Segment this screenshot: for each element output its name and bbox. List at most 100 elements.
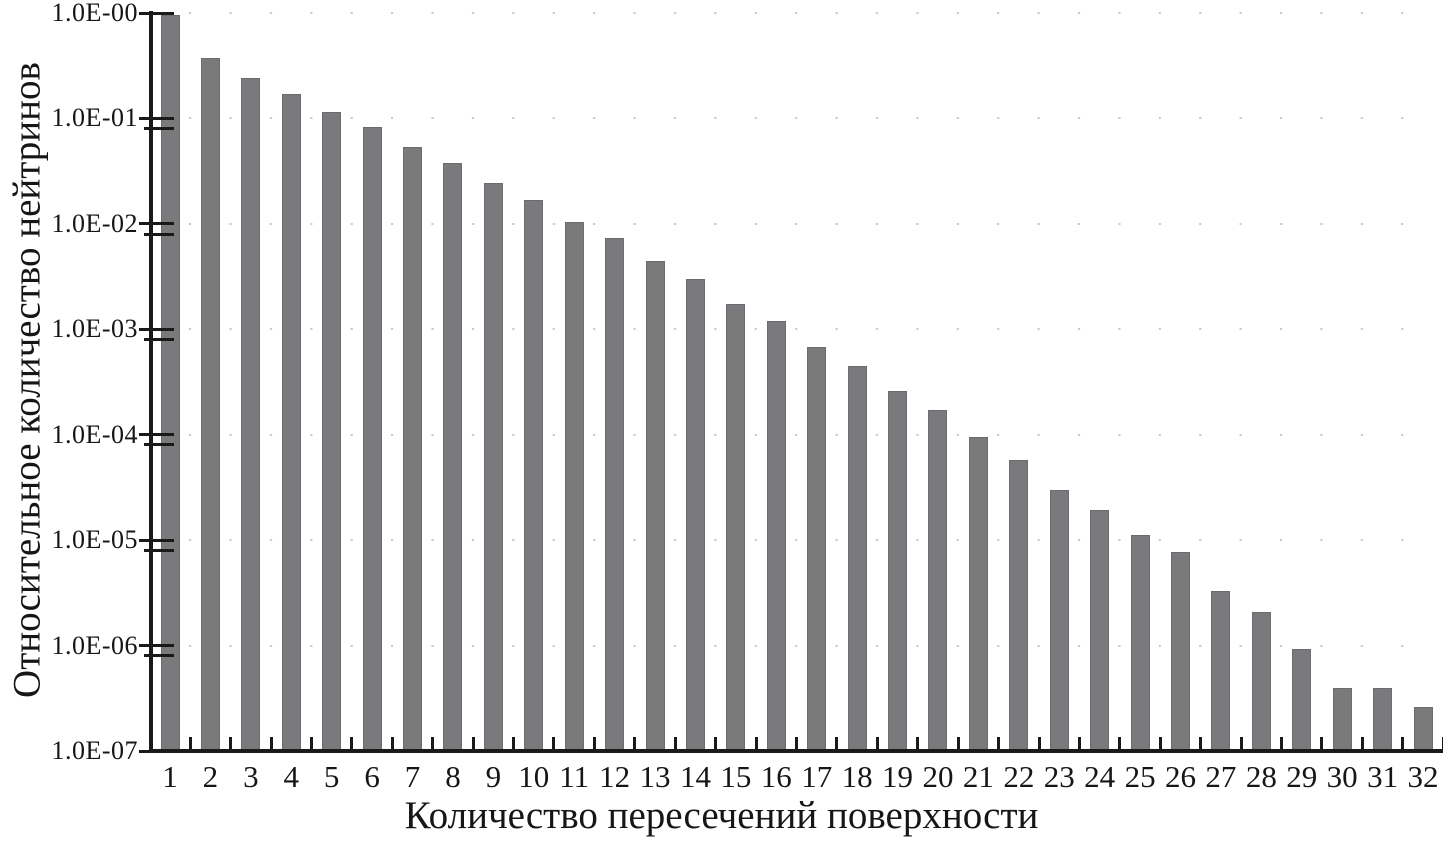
x-axis-tick: [1199, 737, 1203, 750]
bar: [1211, 590, 1231, 750]
y-axis-title: Относительное количество нейтринов: [5, 62, 49, 698]
bar: [1171, 551, 1190, 750]
y-axis-major-tick: [139, 433, 174, 437]
x-axis-tick: [229, 737, 233, 750]
x-axis-tick: [714, 737, 718, 750]
x-axis-tick-label: 17: [801, 759, 833, 794]
x-axis-tick: [795, 737, 798, 750]
y-axis-tick-label: 1.0E-02: [51, 208, 138, 238]
gridline-dotted: [152, 644, 1441, 647]
x-axis-tick-label: 27: [1205, 759, 1237, 794]
x-axis-tick-label: 29: [1286, 759, 1318, 794]
x-axis-tick-label: 14: [679, 759, 711, 794]
x-axis-tick: [875, 737, 879, 750]
x-axis-tick: [309, 737, 313, 750]
y-axis-major-tick: [139, 222, 174, 226]
bar: [322, 112, 342, 750]
y-axis-major-tick: [139, 11, 174, 15]
bar: [807, 346, 827, 750]
x-axis-tick-label: 6: [364, 759, 380, 794]
bar: [1292, 649, 1312, 750]
y-axis-major-tick: [139, 327, 174, 331]
gridline-dotted: [152, 222, 1441, 225]
x-axis-tick: [916, 737, 920, 750]
x-axis-tick-label: 25: [1124, 759, 1156, 794]
x-axis-tick-label: 10: [518, 759, 550, 794]
bar: [403, 146, 423, 750]
gridline-dotted: [152, 117, 1441, 120]
bar: [1090, 509, 1110, 750]
x-axis-tick: [1037, 737, 1041, 750]
bar: [1373, 687, 1393, 750]
x-axis-line: [149, 749, 1443, 753]
gridline-dotted: [152, 12, 1441, 14]
bar: [847, 365, 867, 750]
x-axis-tick-label: 26: [1165, 759, 1196, 794]
bar: [766, 320, 786, 750]
bar: [200, 57, 220, 750]
bar: [605, 238, 625, 750]
x-axis-tick: [512, 737, 516, 750]
x-axis-title: Количество пересечений поверхности: [404, 794, 1039, 837]
y-axis-tick-label: 1.0E-06: [51, 630, 138, 660]
x-axis-tick: [390, 737, 394, 750]
x-axis-tick-label: 16: [760, 759, 792, 794]
x-axis-tick: [997, 737, 1001, 750]
x-axis-tick: [188, 737, 192, 750]
x-axis-tick: [1360, 737, 1364, 750]
y-axis-minor-tick: [144, 337, 174, 341]
gridline-dotted: [152, 433, 1441, 436]
y-axis-tick-label: 1.0E-07: [51, 736, 138, 765]
x-axis-tick: [1401, 737, 1405, 750]
x-axis-tick-label: 23: [1043, 759, 1075, 794]
bar: [888, 390, 908, 750]
x-axis-tick: [592, 737, 596, 750]
bar: [726, 303, 746, 750]
x-axis-tick-label: 4: [283, 759, 300, 794]
x-axis-tick: [673, 737, 677, 750]
y-axis-tick-label: 1.0E-00: [51, 0, 138, 27]
x-axis-tick: [1320, 737, 1324, 750]
bar: [928, 410, 948, 750]
x-axis-tick: [552, 737, 556, 750]
x-axis-tick-label: 30: [1326, 759, 1358, 794]
bar: [1049, 489, 1069, 750]
y-axis-major-tick: [139, 116, 174, 120]
x-axis-tick: [1077, 737, 1081, 750]
x-axis-tick-label: 12: [599, 759, 631, 794]
y-axis-minor-tick: [144, 127, 174, 131]
x-axis-tick: [835, 737, 839, 750]
x-axis-tick: [1118, 737, 1122, 750]
bar: [564, 221, 584, 750]
x-axis-tick-label: 5: [323, 759, 340, 794]
x-axis-tick: [350, 737, 354, 750]
bar: [362, 126, 382, 750]
x-axis-tick-label: 7: [404, 759, 421, 794]
x-axis-tick-label: 11: [559, 759, 590, 794]
x-axis-tick-label: 21: [962, 759, 994, 794]
bar: [1413, 707, 1433, 750]
x-axis-tick: [754, 737, 758, 750]
y-axis-tick-label: 1.0E-04: [51, 419, 138, 449]
bar: [1130, 534, 1150, 750]
x-axis-tick: [1158, 737, 1162, 750]
x-axis-tick: [633, 737, 637, 750]
y-axis-major-tick: [139, 644, 174, 648]
x-axis-tick-label: 31: [1367, 759, 1399, 794]
x-axis-tick: [269, 737, 273, 750]
y-axis-minor-tick: [144, 548, 174, 552]
x-axis-tick-label: 19: [882, 759, 914, 794]
bar: [645, 261, 665, 750]
y-axis-major-tick: [139, 538, 174, 542]
y-axis-minor-tick: [144, 443, 174, 447]
x-axis-tick-label: 20: [922, 759, 954, 794]
bar: [1251, 611, 1271, 750]
x-axis-tick-label: 18: [841, 759, 873, 794]
x-axis-tick: [1239, 737, 1243, 750]
bar: [685, 278, 705, 750]
x-axis-tick: [1280, 737, 1284, 750]
bar: [968, 437, 988, 750]
bar: [483, 182, 503, 750]
bar: [281, 94, 301, 750]
